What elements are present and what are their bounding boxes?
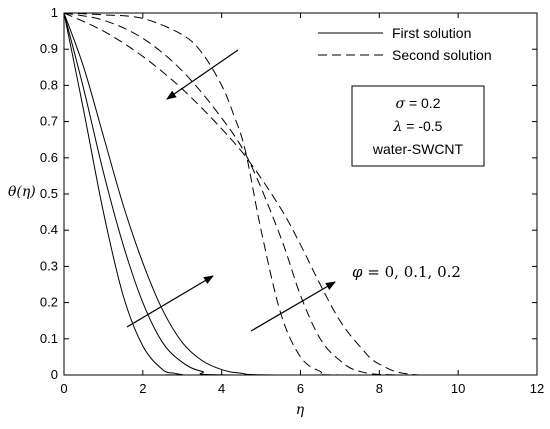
y-tick-label: 0.8 [40,77,58,92]
y-tick-label: 0.1 [40,331,58,346]
parameter-box: σ = 0.2 λ = -0.5 water-SWCNT [351,85,485,167]
series-line-first-phi-0 [63,12,537,376]
y-tick-label: 0.5 [40,186,58,201]
y-tick-label: 0.6 [40,150,58,165]
y-tick-label: 1 [51,5,58,20]
y-tick-label: 0.4 [40,222,58,237]
plot-frame [63,12,538,376]
y-axis-label: θ(η) [8,184,36,200]
x-tick-label: 12 [530,381,544,396]
param-lambda: λ = -0.5 [393,118,443,135]
x-tick-label: 0 [60,381,67,396]
parameter-box-frame [351,85,485,167]
param-fluid: water-SWCNT [372,141,464,157]
arrow-first-solution [126,275,214,328]
legend-label-first: First solution [392,25,471,41]
series-layer [63,12,537,376]
x-tick-label: 8 [376,381,383,396]
y-tick-label: 0.2 [40,295,58,310]
y-axis-ticks: 0 0.1 0.2 0.3 0.4 0.5 0.6 0.7 0.8 0.9 1 [40,5,537,382]
y-tick-label: 0.9 [40,41,58,56]
x-tick-label: 2 [139,381,146,396]
legend-label-second: Second solution [392,47,492,63]
y-tick-label: 0 [51,367,58,382]
arrow-second-solution [166,49,239,100]
series-line-second-phi-0-1 [63,12,537,376]
legend: First solution Second solution [318,25,492,63]
x-axis-label: η [296,402,305,418]
param-sigma: σ = 0.2 [396,95,441,112]
x-tick-label: 10 [451,381,465,396]
y-tick-label: 0.3 [40,258,58,273]
series-line-second-phi-0-2 [63,12,537,376]
x-tick-label: 6 [297,381,304,396]
phi-annotation: φ = 0, 0.1, 0.2 [352,263,461,281]
arrow-phi-increase [250,281,336,332]
series-line-first-phi-0-2 [63,12,537,376]
x-axis-ticks: 0 2 4 6 8 10 12 [60,13,544,396]
y-tick-label: 0.7 [40,114,58,129]
series-line-first-phi-0-1 [63,12,537,376]
x-tick-label: 4 [218,381,225,396]
series-line-second-phi-0 [63,12,537,376]
